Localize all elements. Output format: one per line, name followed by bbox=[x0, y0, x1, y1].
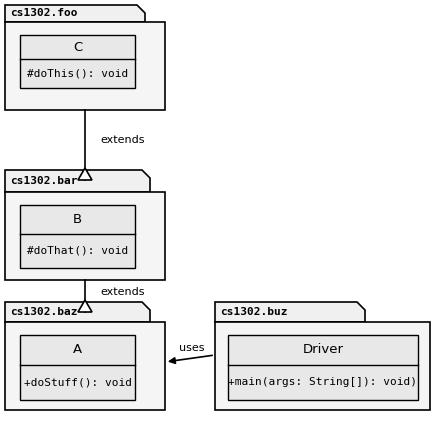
Text: cs1302.foo: cs1302.foo bbox=[10, 8, 77, 19]
Polygon shape bbox=[215, 302, 365, 322]
Text: A: A bbox=[73, 343, 82, 357]
Text: cs1302.buz: cs1302.buz bbox=[220, 307, 287, 317]
Polygon shape bbox=[5, 5, 145, 22]
Text: #doThis(): void: #doThis(): void bbox=[27, 69, 128, 79]
Bar bbox=[5, 192, 165, 280]
Bar bbox=[20, 35, 135, 88]
Text: cs1302.baz: cs1302.baz bbox=[10, 307, 77, 317]
Text: #doThat(): void: #doThat(): void bbox=[27, 246, 128, 256]
Bar bbox=[215, 322, 430, 410]
Polygon shape bbox=[5, 302, 150, 322]
Bar bbox=[5, 322, 165, 410]
Bar bbox=[5, 22, 165, 110]
Bar bbox=[20, 205, 135, 268]
Bar bbox=[20, 335, 135, 400]
Text: Driver: Driver bbox=[303, 343, 344, 357]
Polygon shape bbox=[5, 170, 150, 192]
Text: B: B bbox=[73, 213, 82, 226]
Text: extends: extends bbox=[100, 135, 144, 145]
Text: +main(args: String[]): void): +main(args: String[]): void) bbox=[228, 377, 418, 388]
Text: uses: uses bbox=[179, 343, 205, 353]
Polygon shape bbox=[78, 168, 92, 180]
Polygon shape bbox=[78, 300, 92, 312]
Text: cs1302.bar: cs1302.bar bbox=[10, 176, 77, 186]
Bar bbox=[228, 335, 418, 400]
Text: extends: extends bbox=[100, 287, 144, 297]
Text: C: C bbox=[73, 41, 82, 54]
Text: +doStuff(): void: +doStuff(): void bbox=[23, 377, 132, 388]
